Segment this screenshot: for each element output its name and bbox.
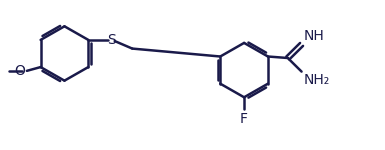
Text: NH₂: NH₂ (303, 74, 330, 87)
Text: S: S (107, 33, 116, 47)
Text: O: O (15, 64, 25, 78)
Text: F: F (240, 112, 248, 126)
Text: NH: NH (303, 28, 324, 43)
